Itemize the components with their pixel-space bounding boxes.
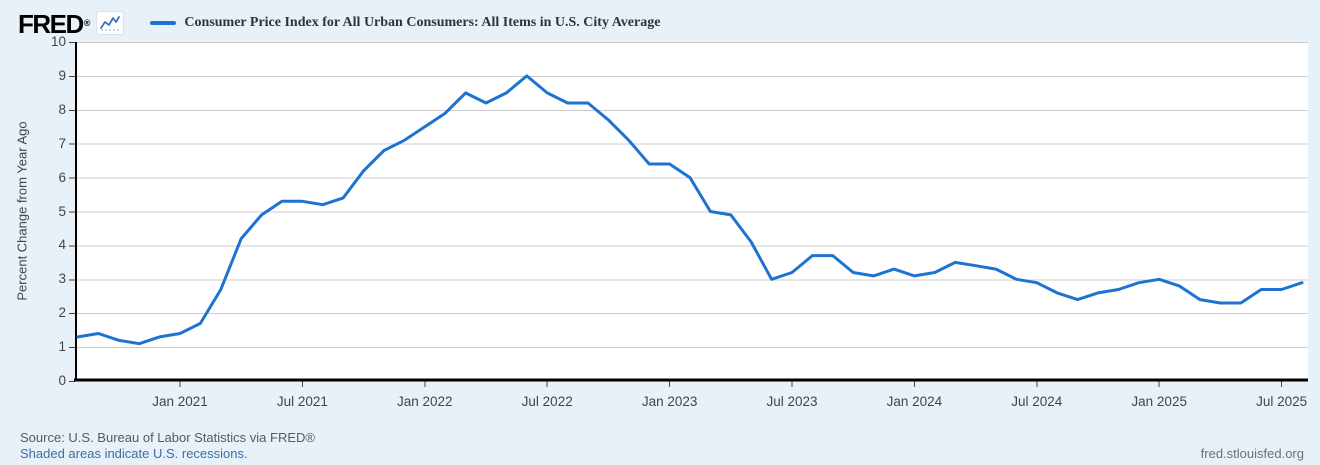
- x-axis-tick-label: Jan 2024: [886, 394, 943, 409]
- y-axis-tick-label: 8: [58, 101, 66, 117]
- chart-plot-area[interactable]: [69, 42, 1308, 388]
- chart-legend: Consumer Price Index for All Urban Consu…: [150, 15, 660, 31]
- y-axis-tick-label: 4: [58, 237, 66, 253]
- x-axis-tick-label: Jan 2025: [1131, 394, 1187, 409]
- y-axis-tick-label: 0: [58, 373, 66, 388]
- x-axis-tick-label: Jul 2021: [276, 394, 328, 409]
- y-axis-tick-label: 9: [58, 67, 66, 83]
- y-axis-tick-label: 10: [50, 34, 66, 49]
- recessions-note-link[interactable]: Shaded areas indicate U.S. recessions.: [20, 446, 248, 461]
- x-axis-tick-label: Jan 2023: [641, 394, 698, 409]
- chart-header: FRED ® Consumer Price Index for All Urban…: [18, 8, 1308, 38]
- y-axis-tick-label: 5: [58, 203, 66, 219]
- fred-site-link[interactable]: fred.stlouisfed.org: [1200, 446, 1304, 461]
- y-axis-tick-label: 7: [58, 135, 66, 151]
- y-axis-tick-label: 2: [58, 305, 66, 321]
- y-axis-tick-label: 6: [58, 169, 66, 185]
- registered-trademark: ®: [83, 17, 91, 28]
- x-axis-tick-label: Jan 2021: [152, 394, 208, 409]
- x-axis-tick-label: Jul 2023: [766, 394, 818, 409]
- x-axis-tick-label: Jan 2022: [397, 394, 453, 409]
- source-note: Source: U.S. Bureau of Labor Statistics …: [20, 430, 315, 445]
- x-axis-tick-label: Jul 2025: [1256, 394, 1308, 409]
- fred-logo[interactable]: FRED ®: [18, 10, 90, 37]
- y-axis-tick-label: 1: [58, 339, 66, 355]
- series-line-swatch: [150, 21, 177, 25]
- x-axis-tick-label: Jul 2024: [1011, 394, 1063, 409]
- series-title-link[interactable]: Consumer Price Index for All Urban Consu…: [184, 15, 661, 30]
- fred-sparkline-icon: [96, 10, 125, 35]
- cpi-series-line: [76, 74, 1304, 346]
- fred-logo-text: FRED: [18, 8, 84, 39]
- y-axis-tick-label: 3: [58, 271, 66, 287]
- x-axis-tick-label: Jul 2022: [521, 394, 573, 409]
